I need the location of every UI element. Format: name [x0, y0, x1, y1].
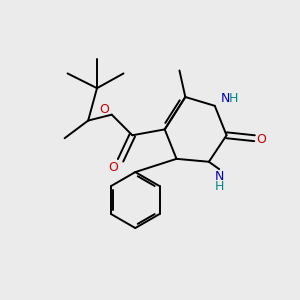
- Text: N: N: [220, 92, 230, 105]
- Text: H: H: [214, 180, 224, 193]
- Text: N: N: [214, 170, 224, 183]
- Text: O: O: [99, 103, 109, 116]
- Text: H: H: [229, 92, 239, 105]
- Text: O: O: [256, 133, 266, 146]
- Text: O: O: [108, 161, 118, 174]
